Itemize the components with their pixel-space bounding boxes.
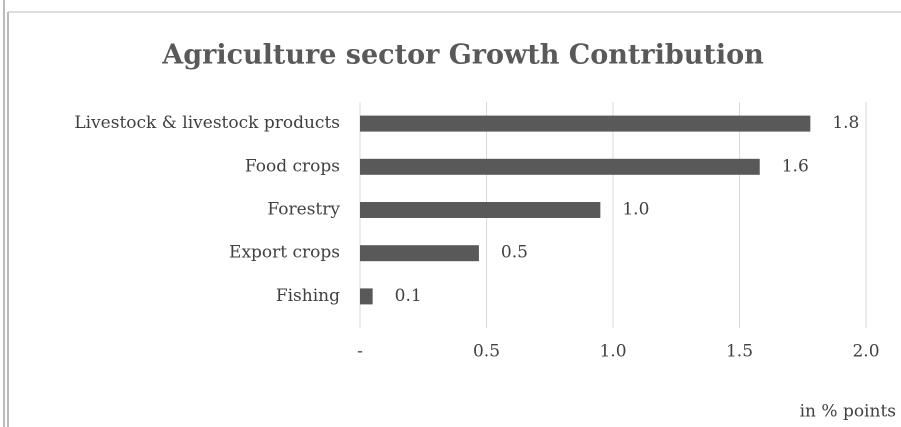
bar xyxy=(360,202,601,218)
data-label: 1.0 xyxy=(622,200,649,220)
category-label: Food crops xyxy=(245,156,340,176)
x-tick-label: - xyxy=(357,342,363,362)
data-label: 0.5 xyxy=(501,243,528,263)
bar xyxy=(360,245,479,262)
bar xyxy=(360,158,760,175)
x-tick-label: 2.0 xyxy=(852,342,879,362)
category-label: Forestry xyxy=(267,200,340,220)
axis-title: in % points xyxy=(800,402,896,422)
category-label: Export crops xyxy=(229,243,340,263)
bar xyxy=(360,288,373,305)
data-label: 1.8 xyxy=(832,113,859,133)
x-tick-label: 1.0 xyxy=(599,342,626,362)
category-label: Fishing xyxy=(276,286,340,306)
data-label: 0.1 xyxy=(395,286,422,306)
x-tick-label: 0.5 xyxy=(473,342,500,362)
x-tick-label: 1.5 xyxy=(726,342,753,362)
category-label: Livestock & livestock products xyxy=(74,113,340,133)
data-label: 1.6 xyxy=(782,156,809,176)
chart-title: Agriculture sector Growth Contribution xyxy=(161,40,764,71)
bar xyxy=(360,115,811,132)
